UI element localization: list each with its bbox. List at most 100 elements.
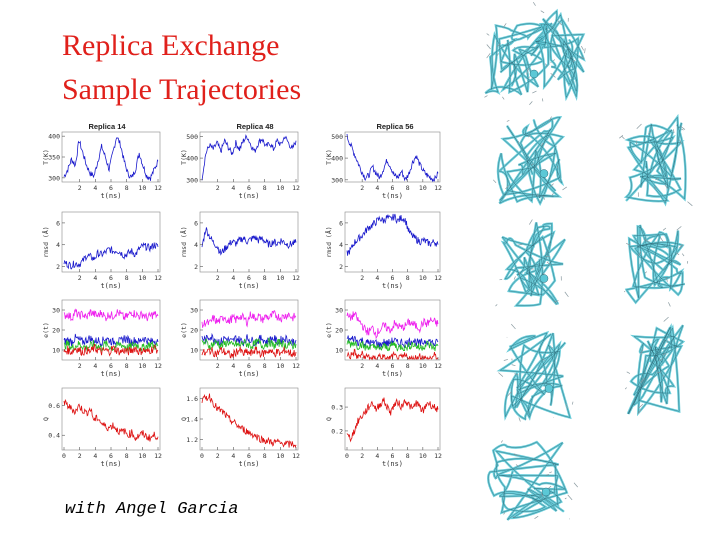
x-axis-label: t(ns) bbox=[100, 370, 121, 378]
y-tick-label-3: 30 bbox=[190, 307, 198, 315]
chart-panel-8: 10 20 30 2 4 6 8 10 12 t(ns) e(t) bbox=[180, 299, 300, 378]
side-chain bbox=[676, 226, 682, 231]
side-chain bbox=[571, 401, 574, 405]
side-chain bbox=[573, 482, 579, 488]
x-axis-label: t(ns) bbox=[238, 192, 259, 200]
x-tick-label-3: 6 bbox=[247, 274, 251, 282]
chart-panel-4: 2 4 6 2 4 6 8 10 12 t(ns) rmsd (Å) bbox=[41, 211, 162, 290]
atom-sphere bbox=[529, 69, 539, 79]
x-axis-label: t(ns) bbox=[100, 282, 121, 290]
x-tick-label-1: 0 bbox=[200, 452, 204, 460]
side-chain bbox=[551, 193, 554, 197]
x-tick-label-4: 6 bbox=[109, 452, 113, 460]
x-tick-label-1: 2 bbox=[78, 274, 82, 282]
side-chain bbox=[511, 323, 516, 330]
plot-frame bbox=[199, 299, 299, 361]
x-tick-label-5: 10 bbox=[276, 362, 284, 370]
x-tick-label-4: 8 bbox=[263, 362, 267, 370]
x-tick-label-2: 4 bbox=[231, 362, 235, 370]
side-chain bbox=[546, 261, 551, 266]
protein-structure-6 bbox=[623, 224, 689, 307]
x-tick-label-5: 10 bbox=[276, 274, 284, 282]
y-tick-label-1: 300 bbox=[48, 174, 60, 182]
y-tick-label-2: 0.3 bbox=[331, 404, 343, 412]
ribbon bbox=[626, 322, 686, 417]
x-tick-label-3: 6 bbox=[109, 184, 113, 192]
y-axis-label: rmsd (Å) bbox=[179, 226, 188, 257]
side-chain bbox=[673, 129, 675, 134]
y-tick-label-2: 4 bbox=[339, 241, 343, 249]
side-chain bbox=[500, 440, 503, 443]
side-chain bbox=[503, 512, 506, 515]
x-axis-label: t(ns) bbox=[100, 460, 121, 468]
y-tick-label-3: 30 bbox=[335, 307, 343, 315]
x-tick-label-2: 2 bbox=[216, 452, 220, 460]
x-tick-label-4: 8 bbox=[263, 184, 267, 192]
x-axis-label: t(ns) bbox=[100, 192, 121, 200]
x-tick-label-1: 2 bbox=[216, 274, 220, 282]
y-tick-label-1: 0.4 bbox=[48, 432, 60, 440]
x-tick-label-5: 10 bbox=[138, 274, 146, 282]
series-line-4 bbox=[63, 343, 159, 357]
side-chain bbox=[662, 227, 667, 231]
series-line-1 bbox=[346, 397, 439, 443]
x-tick-label-6: 12 bbox=[434, 184, 442, 192]
x-tick-label-3: 4 bbox=[375, 452, 379, 460]
side-chain bbox=[550, 73, 556, 78]
y-axis-label: e(t) bbox=[325, 322, 333, 338]
side-chain bbox=[679, 139, 683, 145]
chart-panel-5: 2 4 6 2 4 6 8 10 12 t(ns) rmsd (Å) bbox=[179, 211, 300, 290]
side-chain bbox=[486, 33, 490, 36]
x-tick-label-3: 6 bbox=[109, 274, 113, 282]
protein-structure-2 bbox=[532, 2, 586, 102]
x-tick-label-5: 8 bbox=[125, 452, 129, 460]
x-tick-label-4: 8 bbox=[406, 362, 410, 370]
side-chain bbox=[495, 304, 498, 307]
protein-structure-5 bbox=[495, 219, 569, 307]
y-tick-label-1: 10 bbox=[52, 347, 60, 355]
x-tick-label-3: 6 bbox=[247, 362, 251, 370]
x-tick-label-2: 4 bbox=[231, 274, 235, 282]
side-chain bbox=[664, 184, 668, 190]
protein-structure-9 bbox=[487, 440, 579, 521]
side-chain bbox=[681, 128, 684, 131]
side-chain bbox=[676, 252, 680, 256]
y-axis-label: T(K) bbox=[180, 149, 188, 165]
y-tick-label-2: 20 bbox=[335, 327, 343, 335]
y-axis-label: rmsd (Å) bbox=[41, 226, 50, 257]
y-tick-label-2: 1.4 bbox=[186, 416, 198, 424]
side-chain bbox=[562, 186, 567, 191]
x-tick-label-6: 12 bbox=[434, 274, 442, 282]
y-tick-label-2: 400 bbox=[186, 155, 198, 163]
side-chain bbox=[623, 291, 626, 293]
x-tick-label-6: 12 bbox=[154, 184, 162, 192]
side-chain bbox=[518, 417, 521, 422]
y-tick-label-1: 10 bbox=[335, 347, 343, 355]
side-chain bbox=[502, 96, 505, 100]
side-chain bbox=[687, 201, 693, 207]
side-chain bbox=[506, 391, 512, 397]
x-tick-label-6: 12 bbox=[292, 184, 300, 192]
x-tick-label-1: 2 bbox=[360, 274, 364, 282]
side-chain bbox=[567, 494, 573, 501]
x-tick-label-2: 4 bbox=[93, 274, 97, 282]
side-chain bbox=[529, 101, 533, 105]
side-chain bbox=[513, 276, 516, 280]
x-tick-label-1: 2 bbox=[216, 362, 220, 370]
y-axis-label: Q bbox=[42, 417, 50, 421]
side-chain bbox=[518, 244, 523, 246]
side-chain bbox=[549, 471, 552, 474]
chart-panel-9: 10 20 30 2 4 6 8 10 12 t(ns) e(t) bbox=[325, 299, 442, 378]
side-chain bbox=[662, 374, 665, 377]
series-line-2 bbox=[63, 333, 159, 347]
side-chain bbox=[496, 53, 499, 56]
x-tick-label-1: 2 bbox=[360, 362, 364, 370]
x-tick-label-6: 12 bbox=[292, 274, 300, 282]
side-chain bbox=[564, 291, 569, 297]
x-tick-label-1: 2 bbox=[78, 362, 82, 370]
protein-structure-3 bbox=[492, 116, 567, 206]
side-chain bbox=[518, 272, 521, 276]
side-chain bbox=[581, 45, 584, 51]
series-line-1 bbox=[346, 213, 439, 256]
